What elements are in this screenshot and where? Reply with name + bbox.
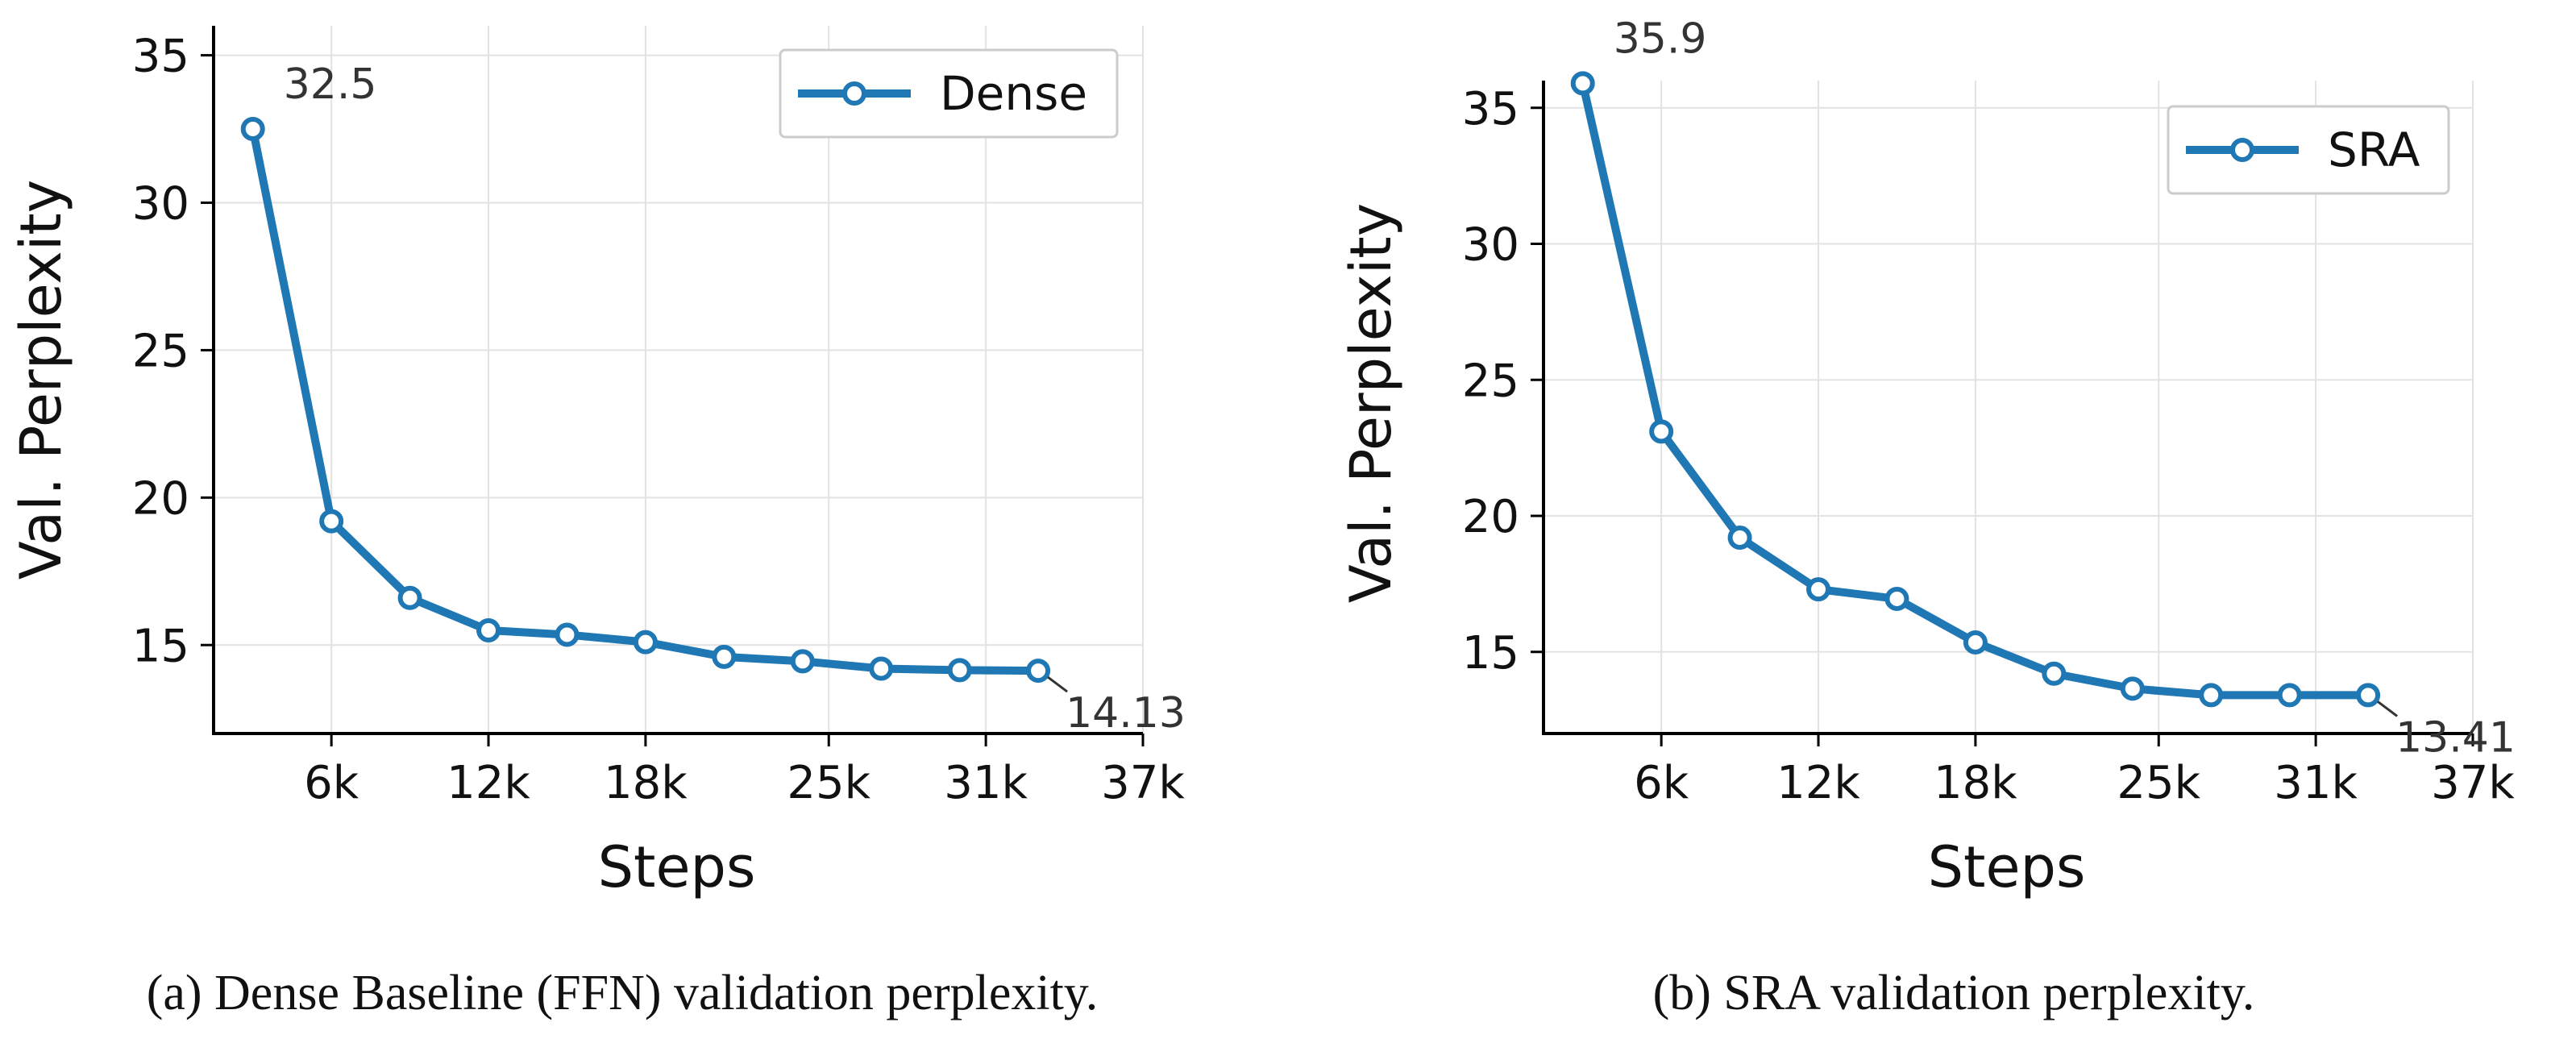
data-label: 13.41 [2395, 713, 2516, 762]
data-point [1884, 586, 1909, 611]
data-point [947, 658, 972, 683]
figure-caption: (a) Dense Baseline (FFN) validation perp… [147, 966, 1099, 1020]
x-tick-label: 37k [1101, 757, 1185, 809]
data-point [869, 656, 894, 681]
y-tick-label: 20 [132, 472, 189, 525]
x-tick-label: 18k [604, 757, 688, 809]
data-point [1649, 419, 1674, 444]
x-tick-label: 6k [1634, 757, 1689, 809]
y-tick-label: 30 [1462, 219, 1519, 272]
x-tick-label: 6k [304, 757, 359, 809]
annotation-arrow [2377, 700, 2398, 717]
data-point [790, 649, 815, 674]
x-tick-label: 12k [1776, 757, 1860, 809]
data-point [240, 117, 265, 142]
data-label: 14.13 [1066, 689, 1186, 738]
legend-marker [842, 81, 866, 106]
y-tick-label: 25 [1462, 355, 1519, 407]
y-tick-label: 35 [1462, 83, 1519, 135]
data-point [2356, 683, 2381, 708]
data-point [1963, 630, 1988, 655]
chart-panel-1: 6k 12k 18k 25k 31k 37k 15 20 25 30 35 Steps Val. Per… [8, 26, 1186, 1020]
figure-caption: (b) SRA validation perplexity. [1653, 966, 2255, 1020]
data-point [2277, 683, 2302, 708]
data-point [397, 585, 422, 610]
data-label: 35.9 [1614, 15, 1707, 63]
x-tick-label: 25k [2117, 757, 2200, 809]
x-tick-label: 31k [944, 757, 1028, 809]
y-axis-label: Val. Perplexity [1338, 203, 1404, 603]
x-tick-label: 37k [2431, 757, 2515, 809]
legend: SRA [2167, 105, 2450, 195]
y-axis-label: Val. Perplexity [8, 180, 74, 580]
y-tick-label: 15 [132, 620, 189, 672]
data-point [2120, 676, 2145, 701]
legend-label: Dense [940, 66, 1087, 121]
y-tick-label: 25 [132, 325, 189, 377]
y-tick-label: 35 [132, 31, 189, 83]
y-tick-label: 15 [1462, 627, 1519, 680]
x-axis-label: Steps [598, 834, 756, 900]
data-point [2199, 683, 2224, 708]
legend-label: SRA [2328, 123, 2420, 177]
y-tick-label: 20 [1462, 491, 1519, 543]
data-point [2042, 661, 2067, 686]
x-axis-label: Steps [1928, 834, 2086, 900]
x-tick-label: 31k [2274, 757, 2358, 809]
data-point [712, 644, 737, 669]
data-point [1026, 659, 1051, 684]
data-point [555, 622, 580, 647]
annotation-arrow [1047, 675, 1068, 693]
x-tick-label: 25k [787, 757, 870, 809]
x-tick-label: 12k [447, 757, 530, 809]
legend-box [779, 48, 1119, 139]
data-point [476, 617, 501, 642]
legend-box [2167, 105, 2450, 195]
legend: Dense [779, 48, 1119, 139]
legend-marker [2230, 138, 2254, 162]
x-tick-label: 18k [1934, 757, 2017, 809]
data-label: 32.5 [284, 60, 377, 109]
y-tick-label: 30 [132, 178, 189, 231]
data-point [319, 509, 344, 534]
data-point [1727, 526, 1752, 550]
data-point [1806, 577, 1831, 602]
data-point [633, 630, 658, 655]
data-point [1570, 71, 1595, 96]
chart-panel-2: 6k 12k 18k 25k 31k 37k 15 20 25 30 35 Steps Val. Per… [1338, 15, 2516, 1020]
